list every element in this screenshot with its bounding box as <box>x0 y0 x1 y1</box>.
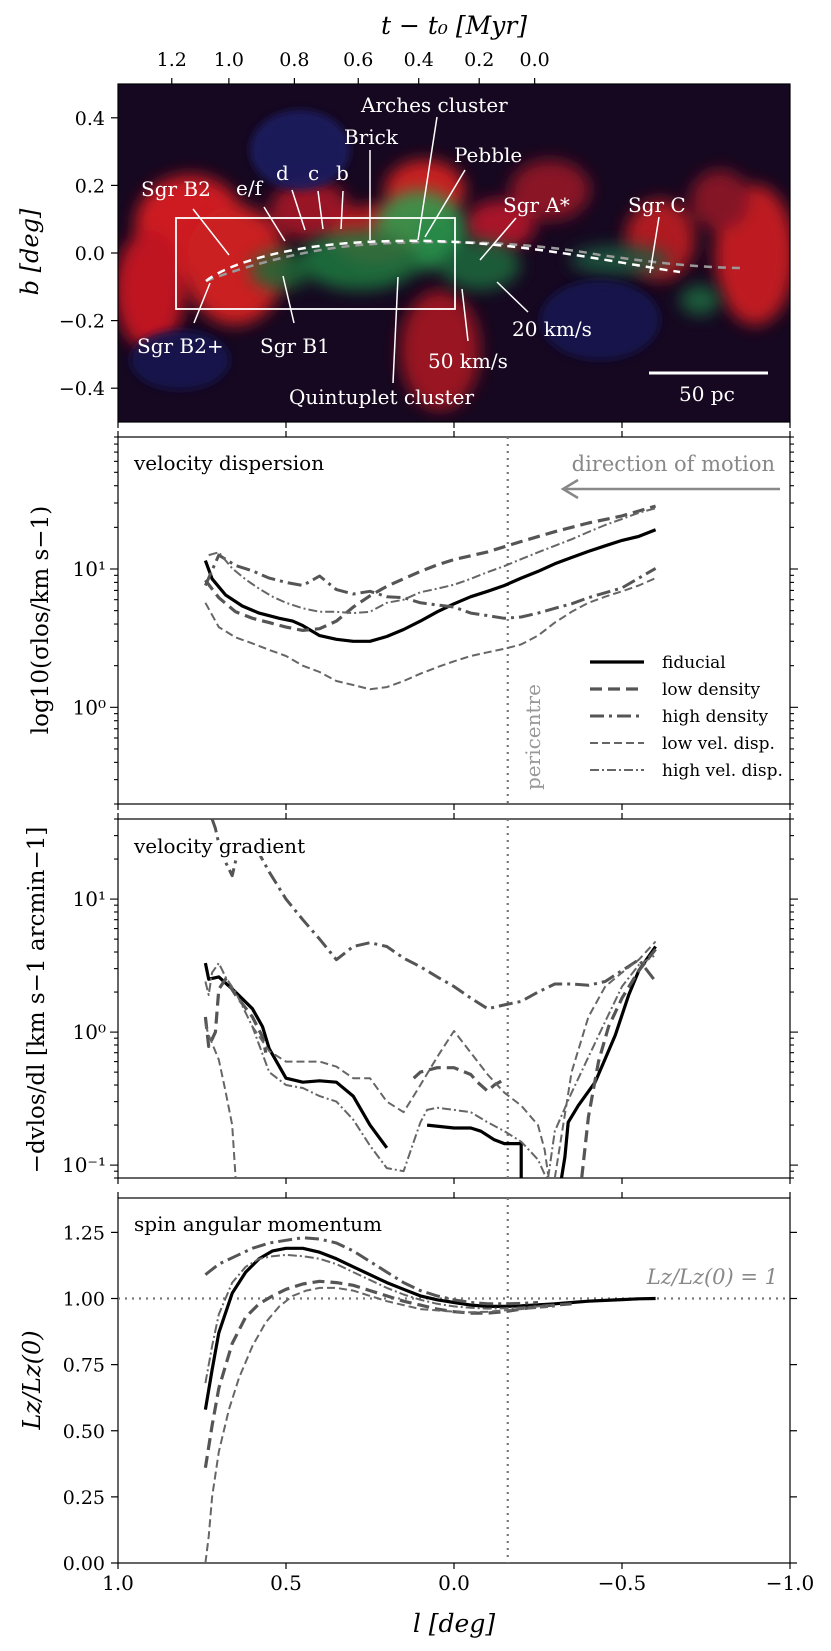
label-b: b <box>336 161 349 185</box>
top-tick-label: 0.6 <box>343 49 373 71</box>
series-line-fiducial <box>559 945 657 1178</box>
series-line-fiducial <box>203 528 657 643</box>
label-sgr-b2: Sgr B2 <box>141 177 211 201</box>
image-ylabel: b [deg] <box>16 208 44 295</box>
panel-spin-angular-momentum: 0.00 0.25 0.50 0.75 1.00 1.25 spin angular mo… <box>18 1192 797 1575</box>
y-tick-label: 1.00 <box>63 1289 105 1311</box>
top-tick-label: 0.8 <box>279 49 309 71</box>
series-line-low-density <box>412 1066 506 1093</box>
p1-title: velocity dispersion <box>133 451 324 475</box>
y-tick-label: 10⁰ <box>73 1020 106 1044</box>
p2-ylabel: −dvlos/dl [km s−1 arcmin−1] <box>24 827 50 1174</box>
top-axis: t − t₀ [Myr] 1.2 1.0 0.8 0.6 0.4 0.2 0.0 <box>157 11 550 84</box>
p3-title: spin angular momentum <box>134 1212 382 1236</box>
top-axis-ticks: 1.2 1.0 0.8 0.6 0.4 0.2 0.0 <box>157 49 550 84</box>
series-line-low-vel-disp- <box>553 940 657 1178</box>
label-brick: Brick <box>344 125 399 149</box>
direction-label: direction of motion <box>572 452 775 476</box>
image-y-ticks: 0.4 0.2 0.0 −0.2 −0.4 <box>59 108 118 400</box>
label-50kms: 50 km/s <box>428 349 508 373</box>
series-line-high-density <box>210 819 657 1011</box>
series-line-low-vel-disp- <box>204 1023 237 1178</box>
image-y-tick-label: 0.0 <box>75 243 105 265</box>
panel-velocity-dispersion: 10⁰ 10¹ velocity dispersion log10(σlos/km… <box>28 431 798 810</box>
label-sgr-b1: Sgr B1 <box>260 334 330 358</box>
x-tick-label: −1.0 <box>766 1571 815 1595</box>
label-sgr-c: Sgr C <box>628 193 686 217</box>
label-pebble: Pebble <box>454 143 522 167</box>
x-tick-label: 1.0 <box>102 1571 134 1595</box>
p2-title-bg: velocity gradient <box>133 834 305 858</box>
x-tick-label: −0.5 <box>598 1571 647 1595</box>
series-line-high-vel-disp- <box>204 1253 555 1384</box>
series-line-low-vel-disp- <box>204 577 657 691</box>
series-line-high-vel-disp- <box>204 962 549 1178</box>
image-y-tick-label: −0.2 <box>59 311 105 333</box>
y-tick-label: 0.50 <box>63 1421 105 1443</box>
label-d: d <box>276 161 289 185</box>
series-line-high-vel-disp- <box>208 507 656 615</box>
p1-ylabel: log10(σlos/km s−1) <box>28 506 54 734</box>
legend-label: high vel. disp. <box>662 761 783 781</box>
top-tick-label: 0.4 <box>404 49 434 71</box>
label-20kms: 20 km/s <box>512 317 592 341</box>
label-scalebar: 50 pc <box>679 382 735 406</box>
top-tick-label: 1.2 <box>157 49 187 71</box>
image-y-tick-label: 0.2 <box>75 175 105 197</box>
series-line-high-vel-disp- <box>547 954 657 1178</box>
x-tick-label: 0.5 <box>270 1571 302 1595</box>
series-line-high-density <box>204 553 657 620</box>
top-tick-label: 1.0 <box>214 49 244 71</box>
p2-title: velocity gradient <box>133 834 305 858</box>
image-y-tick-label: 0.4 <box>75 108 105 130</box>
label-sgr-b2p: Sgr B2+ <box>137 334 224 358</box>
y-tick-label: 10¹ <box>73 557 106 581</box>
series-line-fiducial <box>426 1123 523 1178</box>
top-tick-label: 0.0 <box>520 49 550 71</box>
y-tick-label: 1.25 <box>63 1222 105 1244</box>
label-c: c <box>308 161 319 185</box>
image-x-ticks <box>117 422 791 428</box>
label-arches: Arches cluster <box>360 93 508 117</box>
series-line-low-density <box>204 504 657 633</box>
legend-label: low density <box>662 680 761 700</box>
p3-ylabel: Lz/Lz(0) <box>18 1330 46 1430</box>
top-axis-label: t − t₀ [Myr] <box>381 11 527 40</box>
series-line-low-vel-disp- <box>204 1286 555 1563</box>
label-ef: e/f <box>236 176 264 200</box>
image-y-tick-label: −0.4 <box>59 378 105 400</box>
y-tick-label: 0.25 <box>63 1487 105 1509</box>
y-tick-label: 10¹ <box>73 887 106 911</box>
legend-label: fiducial <box>662 653 726 673</box>
ref-line-label: Lz/Lz(0) = 1 <box>646 1265 778 1289</box>
y-tick-label: 10⁻¹ <box>62 1153 106 1177</box>
x-tick-label: 0.0 <box>438 1571 470 1595</box>
pericentre-label: pericentre <box>521 684 545 790</box>
series-line-fiducial <box>203 962 389 1149</box>
image-panel: Sgr B2 e/f d c b Brick Arches cluster Pe… <box>16 83 791 428</box>
series-line-high-density <box>204 1236 539 1306</box>
y-tick-label: 0.75 <box>63 1355 105 1377</box>
label-sgr-a: Sgr A* <box>503 193 570 217</box>
top-tick-label: 0.2 <box>464 49 494 71</box>
legend: fiducial low density high density low vel. … <box>590 653 783 781</box>
x-axis-ticks: 1.0 0.5 0.0 −0.5 −1.0 <box>102 1571 814 1595</box>
y-tick-label: 10⁰ <box>73 695 106 719</box>
legend-label: low vel. disp. <box>662 734 775 754</box>
x-axis-label: l [deg] <box>413 1609 495 1638</box>
series-line-low-density <box>203 977 268 1054</box>
y-tick-label: 0.00 <box>63 1553 105 1575</box>
label-quintuplet: Quintuplet cluster <box>289 385 475 409</box>
series-line-low-vel-disp- <box>251 1026 550 1175</box>
series-line-low-density <box>203 1279 572 1469</box>
series-line-low-density <box>580 948 657 1178</box>
legend-label: high density <box>662 707 769 727</box>
